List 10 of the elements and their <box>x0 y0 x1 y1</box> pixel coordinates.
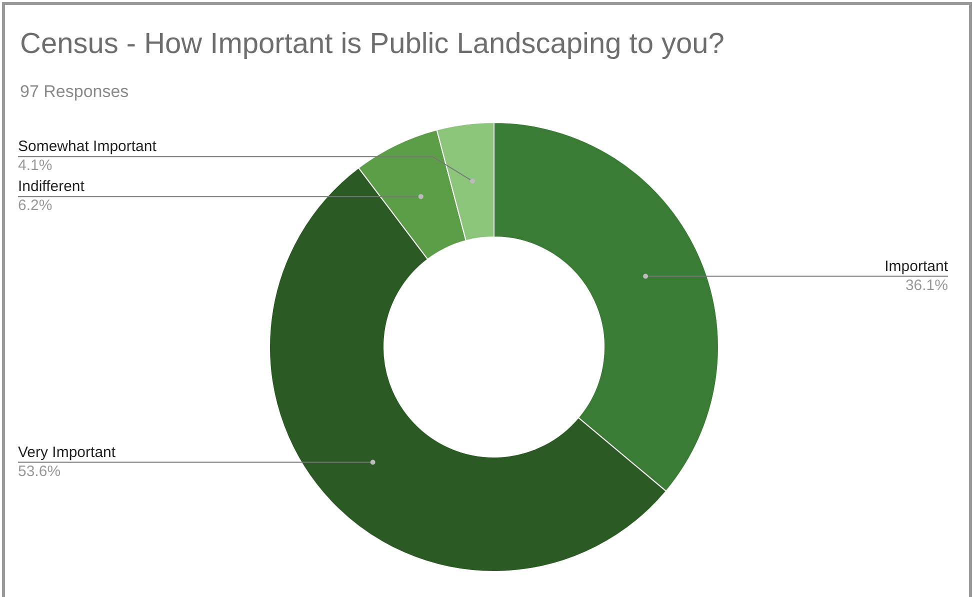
data-label: 4.1% <box>18 157 52 174</box>
chart-subtitle: 97 Responses <box>20 82 129 102</box>
data-label: 36.1% <box>905 276 948 294</box>
chart-title: Census - How Important is Public Landscaping to you? <box>20 28 724 61</box>
slice-label: Indifferent <box>18 178 86 196</box>
data-label: 6.2% <box>18 197 52 214</box>
slice-label: Somewhat Important <box>18 138 158 156</box>
data-label: 53.6% <box>18 462 61 480</box>
slice-label: Very Important <box>18 444 116 461</box>
slice-label: Important <box>884 258 949 275</box>
